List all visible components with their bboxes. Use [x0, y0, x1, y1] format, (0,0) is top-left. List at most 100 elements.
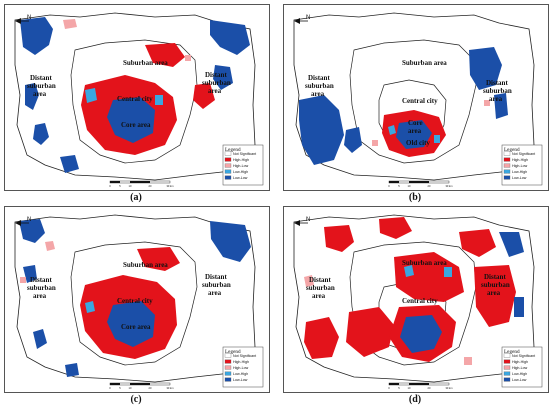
scale-tick-label: 10: [129, 386, 132, 390]
scale-tick-label: 5: [119, 386, 121, 390]
scale-tick-label: 10: [408, 184, 411, 188]
scale-tick-label: 5: [398, 184, 400, 188]
scale-tick-label: 0: [388, 184, 390, 188]
legend-label: Low-High: [512, 372, 527, 376]
scale-tick-label: 10: [408, 386, 411, 390]
legend-box: Legend Not Significant High-High High-Low L…: [222, 346, 264, 388]
legend-swatch: [224, 175, 232, 180]
scale-labels: 0 5 10 20 30 km: [109, 184, 173, 188]
legend-label: Not Significant: [233, 152, 256, 156]
legend-label: Low-High: [512, 170, 527, 174]
scale-bar: 0 5 10 20 30 km: [388, 382, 453, 390]
label-suburban: Suburban area: [402, 59, 447, 67]
legend-label: High-Low: [233, 164, 249, 168]
legend-items: Not Significant High-High High-Low Low-High…: [224, 353, 256, 382]
scale-tick-label: 30 km: [445, 386, 452, 390]
legend-label: Low-High: [233, 170, 248, 174]
legend-label: Low-Low: [512, 378, 527, 382]
legend-label: Not Significant: [512, 152, 535, 156]
legend-swatch: [224, 365, 232, 370]
map-panel-d: Distant suburban area Suburban area Distan…: [283, 206, 549, 393]
scale-bar: 0 5 10 20 30 km: [388, 180, 453, 188]
legend-swatch: [224, 163, 232, 168]
legend-swatch: [503, 365, 511, 370]
scale-tick-label: 5: [398, 386, 400, 390]
map-b-svg: Distant suburban area Suburban area Distan…: [293, 12, 543, 188]
scale-bar: 0 5 10 20 30 km: [109, 180, 174, 188]
legend-label: Low-Low: [233, 176, 248, 180]
legend-title: Legend: [225, 349, 241, 355]
cluster-patches: [20, 17, 250, 173]
cluster-patches: [299, 47, 508, 165]
legend-label: High-High: [233, 360, 249, 364]
scale-tick-label: 10: [129, 184, 132, 188]
legend-swatch: [224, 151, 232, 156]
legend-swatch: [503, 157, 511, 162]
legend-label: Low-Low: [512, 176, 527, 180]
north-arrow: N: [294, 217, 310, 226]
legend-label: Low-Low: [233, 378, 248, 382]
map-panel-b: Distant suburban area Suburban area Distan…: [283, 4, 549, 191]
scale-labels: 0 5 10 20 30 km: [388, 184, 452, 188]
legend-swatch: [503, 353, 511, 358]
legend-swatch: [224, 353, 232, 358]
scale-tick-label: 5: [119, 184, 121, 188]
label-distant-left: Distant suburban area: [27, 74, 56, 98]
legend-label: High-High: [233, 158, 249, 162]
scale-tick-label: 20: [428, 184, 431, 188]
label-central: Central city: [117, 95, 153, 103]
legend-label: High-High: [512, 158, 528, 162]
label-central: Central city: [117, 297, 153, 305]
scale-tick-label: 30 km: [166, 386, 173, 390]
caption-d: (d): [408, 394, 422, 405]
cluster-patches: [19, 219, 251, 377]
caption-c: (c): [130, 394, 142, 405]
legend-box: Legend Not Significant High-High High-Low L…: [501, 346, 543, 388]
legend-title: Legend: [504, 147, 520, 153]
legend-label: High-Low: [233, 366, 249, 370]
map-c-svg: Distant suburban area Suburban area Distan…: [14, 214, 264, 390]
legend-swatch: [503, 377, 511, 382]
scale-tick-label: 20: [428, 386, 431, 390]
map-a-svg: Distant suburban area Suburban area Distan…: [14, 12, 264, 188]
scale-labels: 0 5 10 20 30 km: [109, 386, 173, 390]
scale-tick-label: 0: [388, 386, 390, 390]
label-distant-left: Distant suburban area: [27, 276, 56, 300]
legend-swatch: [503, 359, 511, 364]
legend-box: Legend Not Significant High-High High-Low L…: [501, 144, 543, 186]
legend-swatch: [224, 157, 232, 162]
scale-tick-label: 20: [149, 184, 152, 188]
legend-label: Low-High: [233, 372, 248, 376]
legend-title: Legend: [225, 147, 241, 153]
legend-label: High-Low: [512, 366, 528, 370]
legend-label: Not Significant: [233, 354, 256, 358]
label-distant-left: Distant suburban area: [305, 74, 334, 98]
north-arrow: N: [15, 217, 31, 226]
legend-label: High-High: [512, 360, 528, 364]
map-d-svg: Distant suburban area Suburban area Distan…: [293, 214, 543, 390]
scale-bar: 0 5 10 20 30 km: [109, 382, 174, 390]
label-distant-left: Distant suburban area: [306, 276, 335, 300]
map-panel-c: Distant suburban area Suburban area Distan…: [4, 206, 270, 393]
legend-swatch: [224, 371, 232, 376]
label-core: Core area: [121, 323, 151, 331]
label-distant-right: Distant suburban area: [202, 273, 231, 297]
scale-tick-label: 0: [109, 184, 111, 188]
legend-label: Not Significant: [512, 354, 535, 358]
legend-box: Legend Not Significant High-High High-Low L…: [222, 144, 264, 186]
legend-items: Not Significant High-High High-Low Low-High…: [224, 151, 256, 180]
north-label: N: [306, 15, 310, 21]
legend-title: Legend: [504, 349, 520, 355]
legend-items: Not Significant High-High High-Low Low-High…: [503, 151, 535, 180]
caption-b: (b): [408, 192, 422, 203]
map-panel-a: Distant suburban area Suburban area Distan…: [4, 4, 270, 191]
label-suburban: Suburban area: [402, 259, 447, 267]
legend-swatch: [503, 175, 511, 180]
legend-swatch: [503, 163, 511, 168]
legend-swatch: [224, 377, 232, 382]
label-distant-right: Distant suburban area: [481, 273, 510, 297]
legend-swatch: [503, 151, 511, 156]
scale-tick-label: 20: [149, 386, 152, 390]
caption-a: (a): [130, 192, 142, 203]
legend-swatch: [503, 169, 511, 174]
